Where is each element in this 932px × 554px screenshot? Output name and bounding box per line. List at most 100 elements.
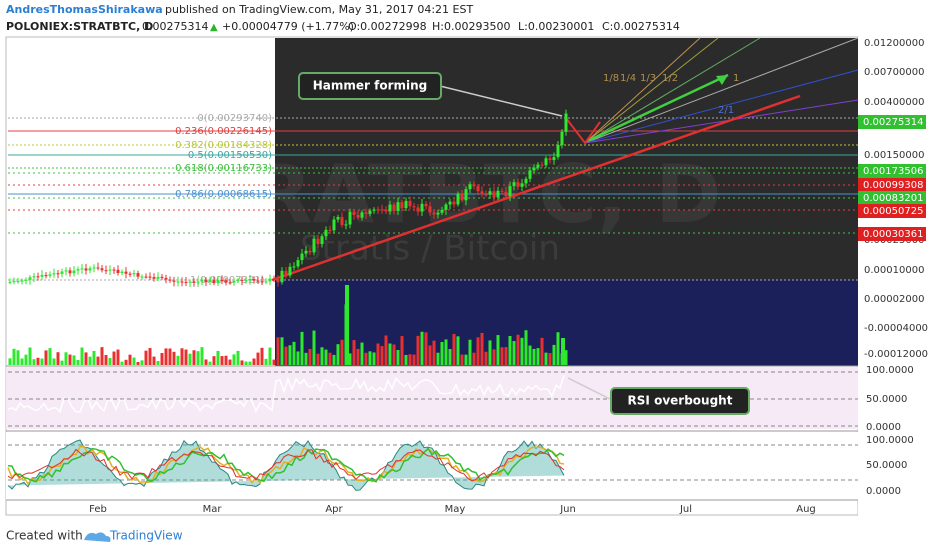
stoch-panel — [6, 432, 858, 500]
volume-bar — [500, 347, 504, 365]
fan-label: 1/2 — [662, 73, 678, 84]
volume-bar — [504, 347, 508, 365]
candle-body — [204, 279, 208, 283]
fan-label: 1/3 — [640, 73, 656, 84]
volume-bar — [32, 359, 36, 365]
volume-bar — [160, 352, 164, 365]
price-tag — [858, 204, 926, 218]
candle-body — [28, 277, 32, 280]
candle-body — [288, 266, 292, 276]
up-arrow: ▲ — [210, 22, 218, 33]
volume-bar — [152, 356, 156, 365]
candle-body — [476, 186, 480, 192]
fib-label: 0.382(0.00184328) — [175, 140, 272, 151]
candle-body — [16, 280, 20, 282]
candle-body — [72, 270, 76, 274]
candle-body — [308, 250, 312, 253]
candle-body — [164, 277, 168, 280]
volume-bar — [60, 360, 64, 365]
candle-body — [48, 274, 52, 276]
volume-bar — [260, 347, 264, 365]
volume-bar — [284, 346, 288, 365]
price-tag — [858, 178, 926, 192]
volume-bar — [312, 330, 316, 365]
candle-body — [552, 157, 556, 161]
volume-bar — [164, 348, 168, 365]
volume-bar — [564, 350, 568, 365]
volume-bar — [316, 353, 320, 365]
fib-label: 0.5(0.00150530) — [188, 150, 272, 161]
volume-bar — [380, 346, 384, 365]
open: O:0.00272998 — [348, 20, 427, 33]
low: L:0.00230001 — [518, 20, 594, 33]
candle-body — [32, 276, 36, 278]
volume-bar — [80, 347, 84, 365]
volume-bar — [8, 358, 12, 365]
price-tag-label: 0.00083201 — [863, 193, 923, 204]
price-axis-label: 0.00150000 — [864, 150, 924, 161]
volume-bar — [544, 352, 548, 365]
candle-body — [484, 194, 488, 196]
volume-bar — [56, 352, 60, 365]
price-tag-label: 0.00099308 — [863, 180, 923, 191]
candle-body — [300, 253, 304, 261]
candle-body — [124, 271, 128, 274]
volume-bar — [304, 352, 308, 365]
volume-bar — [252, 358, 256, 365]
candle-body — [336, 217, 340, 220]
price-tag-label: 0.00050725 — [863, 206, 923, 217]
candle-body — [180, 281, 184, 283]
volume-bar — [108, 358, 112, 365]
candle-body — [112, 269, 116, 271]
reversal — [565, 117, 601, 145]
volume-bar — [552, 344, 556, 365]
candle-body — [372, 209, 376, 211]
candle-body — [364, 212, 368, 214]
candle-body — [96, 267, 100, 269]
volume-bar — [200, 347, 204, 365]
candle-body — [216, 279, 220, 284]
candle-body — [12, 281, 16, 283]
volume-bar — [440, 342, 444, 365]
candle-body — [196, 281, 200, 283]
candle-body — [264, 281, 268, 283]
volume-bar — [368, 351, 372, 365]
volume-bar — [556, 332, 560, 365]
candle-body — [380, 209, 384, 211]
fan-line — [584, 37, 859, 144]
volume-bar — [540, 337, 544, 365]
volume-bar — [456, 336, 460, 365]
volume-bar — [140, 360, 144, 365]
volume-bar — [212, 356, 216, 365]
volume-bar — [224, 355, 228, 365]
callout-box — [610, 387, 750, 415]
candle-body — [496, 190, 500, 198]
last-price: 0.00275314 — [142, 20, 208, 33]
price-tag — [858, 227, 926, 241]
brand-logo[interactable] — [84, 532, 111, 542]
candle-body — [356, 214, 360, 218]
volume-bar — [204, 359, 208, 365]
volume-bar — [464, 354, 468, 365]
callout-box — [298, 72, 442, 100]
volume-bar — [256, 352, 260, 365]
candle-body — [424, 203, 428, 207]
volume-bar — [232, 354, 236, 365]
volume-bar — [516, 334, 520, 365]
volume-bar — [360, 342, 364, 365]
volume-bar — [88, 356, 92, 365]
candle-body — [340, 217, 344, 226]
candle-body — [100, 268, 104, 271]
volume-bar — [40, 358, 44, 365]
footer-brand[interactable]: TradingView — [109, 529, 183, 543]
candle-body — [116, 269, 120, 273]
author[interactable]: AndresThomasShirakawa — [6, 3, 163, 16]
volume-bar — [400, 336, 404, 365]
fan-line — [584, 37, 761, 144]
candle-body — [192, 281, 196, 283]
volume-bar — [272, 359, 276, 365]
candle-body — [24, 279, 28, 281]
volume-bar — [180, 348, 184, 365]
candle-body — [320, 236, 324, 245]
